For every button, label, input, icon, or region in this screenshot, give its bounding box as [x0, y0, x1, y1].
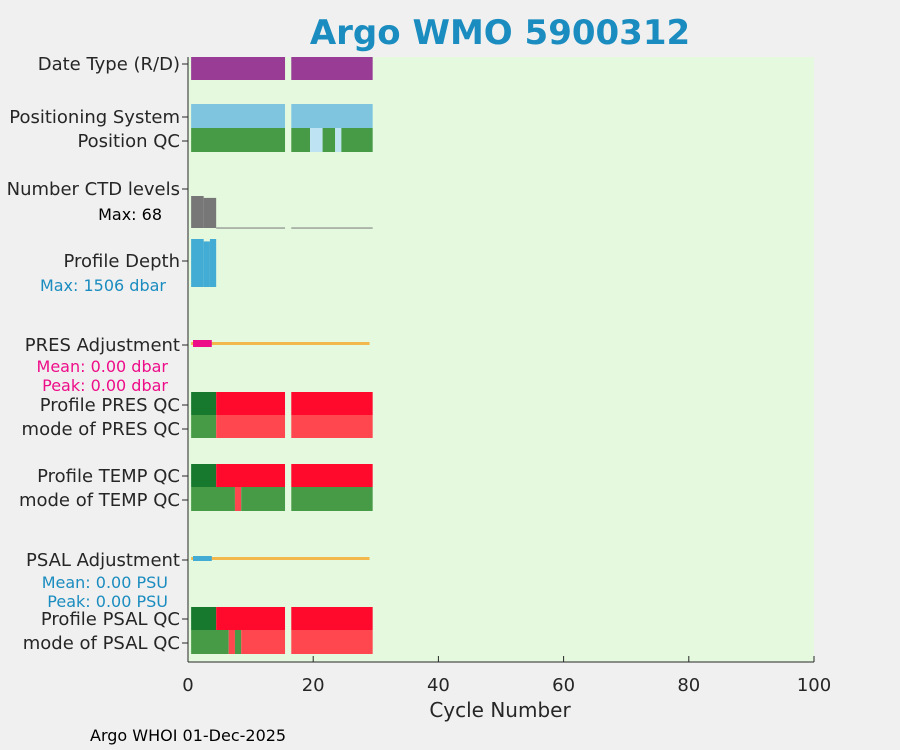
row-mode-psal-qc-segment — [191, 630, 229, 654]
row-profile-temp-qc-label: Profile TEMP QC — [37, 466, 180, 487]
row-position-qc-segment — [341, 128, 373, 152]
x-tick-label: 80 — [677, 675, 700, 696]
row-profile-psal-qc-segment — [191, 607, 217, 630]
row-pres-adjustment-note: Mean: 0.00 dbar — [37, 357, 169, 376]
x-axis: 0 20 40 60 80 100 — [182, 57, 831, 696]
row-date-type-segment — [291, 57, 373, 80]
row-profile-psal-qc-segment — [291, 607, 373, 630]
row-pres-adjustment-label: PRES Adjustment — [25, 335, 180, 356]
row-profile-pres-qc-segment — [291, 392, 373, 415]
row-position-qc-segment — [191, 128, 286, 152]
row-profile-depth-label: Profile Depth — [63, 251, 180, 272]
row-mode-temp-qc-segment — [191, 487, 235, 511]
row-position-qc-segment — [291, 128, 311, 152]
row-ctd-levels-bar — [191, 196, 204, 228]
row-psal-adjustment-label: PSAL Adjustment — [26, 550, 180, 571]
row-positioning-system-segment — [291, 104, 373, 128]
row-position-qc-label: Position QC — [77, 131, 180, 152]
row-profile-depth-bar — [191, 239, 204, 287]
row-positioning-system-segment — [191, 104, 286, 128]
row-mode-pres-qc-segment — [216, 415, 286, 438]
row-mode-temp-qc-label: mode of TEMP QC — [19, 490, 180, 511]
x-axis-label: Cycle Number — [429, 698, 571, 722]
row-position-qc-segment — [310, 128, 323, 152]
x-tick-label: 20 — [302, 675, 325, 696]
row-ctd-levels-note: Max: 68 — [98, 205, 162, 224]
row-mode-psal-qc-segment — [228, 630, 235, 654]
row-profile-depth-bar — [203, 241, 210, 287]
row-profile-depth-bar — [209, 239, 217, 287]
row-ctd-levels-bar — [291, 227, 373, 229]
row-ctd-levels-bar — [203, 197, 217, 228]
row-labels: Date Type (R/D) Positioning System Positio… — [7, 54, 180, 654]
row-position-qc-segment — [322, 128, 336, 152]
row-mode-temp-qc-segment — [241, 487, 286, 511]
row-date-type-segment — [191, 57, 286, 80]
row-profile-temp-qc-segment — [216, 464, 286, 487]
row-profile-pres-qc-segment — [191, 392, 217, 415]
row-mode-psal-qc-segment — [241, 630, 286, 654]
row-pres-adjustment-marker — [193, 340, 212, 347]
row-mode-temp-qc-segment — [291, 487, 373, 511]
row-positioning-system-label: Positioning System — [9, 107, 180, 128]
row-mode-pres-qc-segment — [291, 415, 373, 438]
row-date-type-label: Date Type (R/D) — [38, 54, 180, 75]
row-profile-psal-qc-segment — [216, 607, 286, 630]
row-mode-psal-qc-segment — [234, 630, 242, 654]
row-psal-adjustment-marker — [193, 556, 212, 561]
row-mode-temp-qc-segment — [234, 487, 242, 511]
row-profile-depth-note: Max: 1506 dbar — [40, 276, 166, 295]
row-profile-temp-qc-segment — [191, 464, 217, 487]
x-tick-label: 0 — [182, 675, 193, 696]
x-tick-label: 40 — [427, 675, 450, 696]
row-ctd-levels-label: Number CTD levels — [7, 179, 180, 200]
row-profile-psal-qc-label: Profile PSAL QC — [41, 609, 180, 630]
row-psal-adjustment-note: Mean: 0.00 PSU — [42, 573, 168, 592]
row-mode-pres-qc-label: mode of PRES QC — [22, 419, 180, 440]
x-tick-label: 100 — [797, 675, 831, 696]
plot-area — [188, 57, 814, 662]
x-tick-label: 60 — [552, 675, 575, 696]
row-ctd-levels-bar — [216, 227, 286, 229]
row-profile-pres-qc-label: Profile PRES QC — [40, 395, 180, 416]
row-profile-temp-qc-segment — [291, 464, 373, 487]
row-mode-psal-qc-label: mode of PSAL QC — [23, 633, 180, 654]
row-position-qc-segment — [335, 128, 342, 152]
row-pres-adjustment-note: Peak: 0.00 dbar — [42, 376, 168, 395]
chart-title: Argo WMO 5900312 — [310, 13, 690, 53]
row-profile-pres-qc-segment — [216, 392, 286, 415]
chart-marks — [191, 57, 373, 654]
row-mode-psal-qc-segment — [291, 630, 373, 654]
row-mode-pres-qc-segment — [191, 415, 217, 438]
footer-credit: Argo WHOI 01-Dec-2025 — [90, 726, 286, 745]
row-psal-adjustment-note: Peak: 0.00 PSU — [47, 592, 168, 611]
